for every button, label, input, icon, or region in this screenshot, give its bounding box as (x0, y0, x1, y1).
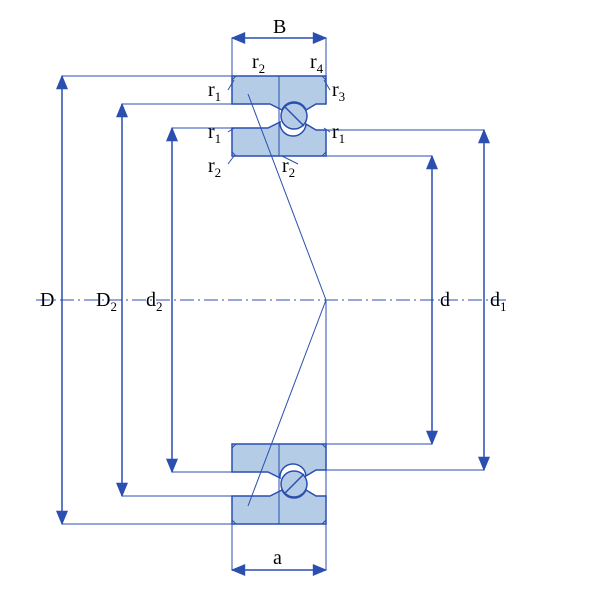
dim-B-label: B (273, 16, 286, 38)
dim-d1-sub: 1 (500, 299, 507, 314)
r1-inner-right: r1 (332, 121, 345, 146)
dim-d1-label: d (490, 289, 500, 311)
r4-top-right: r4 (310, 51, 324, 76)
svg-text:d2: d2 (146, 289, 163, 314)
svg-text:D2: D2 (96, 289, 117, 314)
r2-inner-left: r2 (208, 155, 221, 180)
r3-outer-right: r3 (332, 79, 345, 104)
dim-d2-sub: 2 (156, 299, 163, 314)
r1-outer-left: r1 (208, 79, 221, 104)
dim-D2-sub: 2 (110, 299, 117, 314)
dim-d-label: d (440, 289, 450, 311)
dim-D2-label: D (96, 289, 110, 311)
dim-a-label: a (273, 547, 282, 569)
dim-d: d (326, 156, 450, 444)
dim-D-label: D (40, 289, 54, 311)
r2-top-left: r2 (252, 51, 265, 76)
svg-text:d1: d1 (490, 289, 507, 314)
dim-a: a (232, 300, 326, 570)
dim-d2-label: d (146, 289, 156, 311)
r1-inner-left: r1 (208, 121, 221, 146)
